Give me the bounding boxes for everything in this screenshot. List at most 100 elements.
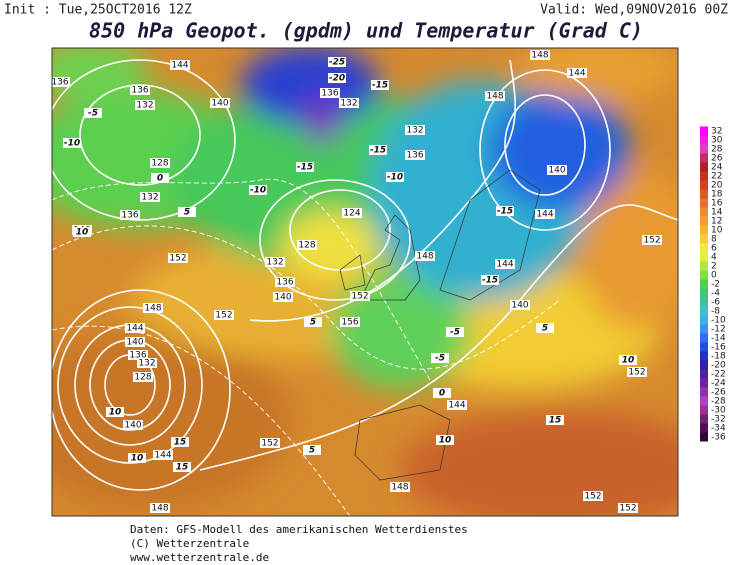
geopotential-label: 136 bbox=[321, 89, 338, 99]
colorbar-label: -16 bbox=[711, 343, 726, 353]
colorbar-label: 8 bbox=[711, 235, 717, 245]
label-box bbox=[140, 192, 160, 202]
temperature-label: 10 bbox=[131, 454, 144, 464]
geopotential-label: 124 bbox=[343, 209, 360, 219]
colorbar-swatch bbox=[700, 225, 708, 235]
label-box bbox=[125, 323, 145, 333]
colorbar-label: 30 bbox=[711, 136, 723, 146]
colorbar-swatch bbox=[700, 288, 708, 298]
temperature-label: -15 bbox=[497, 207, 513, 217]
colorbar-swatch bbox=[700, 324, 708, 334]
geopotential-label: 144 bbox=[171, 61, 188, 71]
geopotential-label: 148 bbox=[416, 252, 433, 262]
label-box bbox=[619, 355, 637, 365]
label-box bbox=[436, 435, 454, 445]
label-box bbox=[342, 208, 362, 218]
colorbar-swatch bbox=[700, 396, 708, 406]
label-box bbox=[150, 503, 170, 513]
label-box bbox=[84, 108, 102, 118]
colorbar-swatch bbox=[700, 252, 708, 262]
label-box bbox=[371, 80, 389, 90]
temperature-label: 0 bbox=[157, 174, 163, 184]
colorbar-label: 24 bbox=[711, 163, 723, 173]
geopotential-label: 136 bbox=[51, 78, 68, 88]
colorbar-label: 16 bbox=[711, 199, 723, 209]
label-box bbox=[433, 388, 451, 398]
label-box bbox=[275, 277, 295, 287]
geopotential-label: 144 bbox=[568, 69, 585, 79]
label-box bbox=[481, 275, 499, 285]
temperature-label: 15 bbox=[176, 463, 189, 473]
temperature-label: -10 bbox=[64, 139, 80, 149]
colorbar-swatch bbox=[700, 234, 708, 244]
label-box bbox=[128, 453, 146, 463]
colorbar-label: 2 bbox=[711, 262, 717, 272]
footer-line: www.wetterzentrale.de bbox=[130, 551, 269, 564]
geopotential-label: 152 bbox=[169, 254, 186, 264]
geopotential-label: 144 bbox=[496, 260, 513, 270]
colorbar-swatch bbox=[700, 378, 708, 388]
geopotential-label: 156 bbox=[341, 318, 358, 328]
geopotential-label: 152 bbox=[628, 368, 645, 378]
label-box bbox=[265, 257, 285, 267]
colorbar-swatch bbox=[700, 432, 708, 442]
label-box bbox=[495, 259, 515, 269]
temperature-label: 0 bbox=[439, 389, 445, 399]
geopotential-label: 144 bbox=[154, 451, 171, 461]
colorbar-label: 10 bbox=[711, 226, 723, 236]
colorbar-label: -18 bbox=[711, 352, 726, 362]
label-box bbox=[52, 77, 70, 87]
colorbar-swatch bbox=[700, 333, 708, 343]
temperature-label: 10 bbox=[622, 356, 635, 366]
geopotential-label: 132 bbox=[266, 258, 283, 268]
colorbar-label: 6 bbox=[711, 244, 717, 254]
colorbar-swatch bbox=[700, 243, 708, 253]
label-box bbox=[303, 445, 321, 455]
label-box bbox=[642, 235, 662, 245]
label-box bbox=[249, 185, 267, 195]
label-box bbox=[350, 291, 370, 301]
geopotential-label: 132 bbox=[136, 101, 153, 111]
label-box bbox=[151, 173, 169, 183]
label-box bbox=[496, 206, 514, 216]
label-box bbox=[340, 317, 360, 327]
colorbar-label: -26 bbox=[711, 388, 726, 398]
colorbar-label: 12 bbox=[711, 217, 722, 227]
colorbar-swatch bbox=[700, 198, 708, 208]
label-box bbox=[168, 253, 188, 263]
label-box bbox=[273, 292, 293, 302]
label-box bbox=[178, 207, 196, 217]
colorbar-label: -4 bbox=[711, 289, 720, 299]
colorbar-swatch bbox=[700, 171, 708, 181]
colorbar-swatch bbox=[700, 423, 708, 433]
label-box bbox=[296, 162, 314, 172]
geopotential-label: 152 bbox=[261, 439, 278, 449]
geopotential-label: 132 bbox=[138, 359, 155, 369]
footer-line: (C) Wetterzentrale bbox=[130, 537, 249, 550]
colorbar-swatch bbox=[700, 180, 708, 190]
label-box bbox=[431, 353, 449, 363]
temperature-label: 15 bbox=[549, 416, 562, 426]
colorbar-label: -24 bbox=[711, 379, 726, 389]
colorbar-label: 0 bbox=[711, 271, 717, 281]
geopotential-label: 136 bbox=[121, 211, 138, 221]
init-time: Init : Tue,25OCT2016 12Z bbox=[4, 3, 192, 18]
colorbar-swatch bbox=[700, 216, 708, 226]
label-box bbox=[546, 415, 564, 425]
geopotential-label: 148 bbox=[486, 92, 503, 102]
temperature-label: 10 bbox=[439, 436, 452, 446]
label-box bbox=[260, 438, 280, 448]
temperature-label: -5 bbox=[88, 109, 98, 119]
label-box bbox=[106, 407, 124, 417]
temperature-label: -20 bbox=[329, 74, 345, 84]
geopotential-label: 148 bbox=[391, 483, 408, 493]
valid-time: Valid: Wed,09NOV2016 00Z bbox=[540, 3, 728, 18]
label-box bbox=[153, 450, 173, 460]
geopotential-label: 140 bbox=[548, 166, 565, 176]
geopotential-label: 144 bbox=[536, 210, 553, 220]
label-box bbox=[128, 350, 148, 360]
geopotential-label: 140 bbox=[211, 99, 228, 109]
temperature-label: -5 bbox=[450, 328, 460, 338]
geopotential-label: 136 bbox=[276, 278, 293, 288]
